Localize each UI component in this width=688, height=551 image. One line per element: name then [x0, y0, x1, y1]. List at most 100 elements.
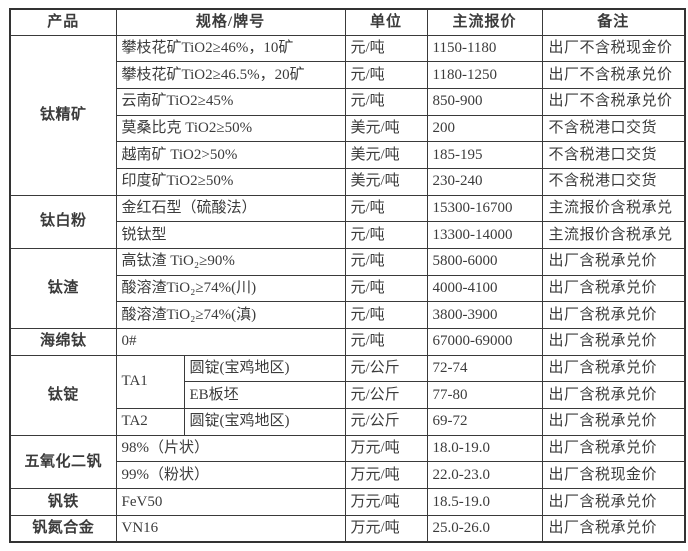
- price-cell: 18.0-19.0: [426, 434, 543, 463]
- spec-cell: 金红石型（硫酸法）: [115, 194, 346, 223]
- unit-cell: 元/吨: [344, 327, 428, 356]
- price-cell: 18.5-19.0: [426, 487, 543, 516]
- spec-cell: 越南矿 TiO2>50%: [115, 141, 346, 169]
- spec-cell: 印度矿TiO2≥50%: [115, 167, 346, 196]
- unit-cell: 元/公斤: [344, 381, 428, 409]
- spec-cell: VN16: [115, 514, 346, 543]
- product-cell: 五氧化二钒: [9, 434, 117, 489]
- note-cell: 出厂含税承兑价: [541, 301, 686, 329]
- spec-cell: 圆锭(宝鸡地区): [183, 407, 346, 436]
- price-table: 产品 规格/牌号 单位 主流报价 备注 钛精矿 攀枝花矿TiO2≥46%，10矿元…: [9, 8, 687, 543]
- price-cell: 1150-1180: [426, 34, 543, 63]
- price-cell: 230-240: [426, 167, 543, 196]
- note-cell: 出厂含税现金价: [541, 461, 686, 489]
- unit-cell: 元/吨: [344, 194, 428, 223]
- table-row: 钛白粉 金红石型（硫酸法） 元/吨 15300-16700 主流报价含税承兑: [9, 194, 686, 249]
- price-cell: 22.0-23.0: [426, 461, 543, 489]
- price-cell: 5800-6000: [426, 247, 543, 276]
- product-cell: 钒氮合金: [9, 514, 117, 543]
- note-cell: 主流报价含税承兑: [541, 194, 686, 223]
- table-row: 莫桑比克 TiO2≥50% 美元/吨 200 不含税港口交货: [10, 114, 686, 143]
- price-cell: 1180-1250: [426, 61, 543, 89]
- note-cell: 出厂含税承兑价: [541, 514, 686, 543]
- price-table-wrap: 产品 规格/牌号 单位 主流报价 备注 钛精矿 攀枝花矿TiO2≥46%，10矿元…: [9, 8, 687, 543]
- spec-cell: 高钛渣 TiO₂≥90%: [115, 247, 346, 276]
- price-table-body: 钛精矿 攀枝花矿TiO2≥46%，10矿 元/吨 1150-1180 出厂不含税现金价攀…: [9, 34, 686, 543]
- spec-cell: 圆锭(宝鸡地区): [183, 354, 346, 383]
- table-row: 酸溶渣TiO₂≥74%(川) 元/吨 4000-4100 出厂含税承兑价: [10, 274, 686, 303]
- price-cell: 13300-14000: [426, 221, 543, 249]
- table-row: 五氧化二钒 98%（片状） 万元/吨 18.0-19.0 出厂含税承兑价: [9, 434, 686, 489]
- table-row: 攀枝花矿TiO2≥46.5%，20矿 元/吨 1180-1250 出厂不含税承兑价: [10, 61, 686, 89]
- table-row: 海绵钛 0# 元/吨 67000-69000 出厂含税承兑价: [9, 327, 686, 356]
- unit-cell: 元/吨: [344, 301, 428, 329]
- unit-cell: 元/吨: [344, 247, 428, 276]
- unit-cell: 万元/吨: [344, 461, 428, 489]
- table-row: 钛渣 高钛渣 TiO₂≥90% 元/吨 5800-6000 出厂含税承兑价: [9, 247, 686, 329]
- unit-cell: 美元/吨: [344, 167, 428, 196]
- price-cell: 15300-16700: [426, 194, 543, 223]
- unit-cell: 元/吨: [344, 221, 428, 249]
- note-cell: 出厂含税承兑价: [541, 487, 686, 516]
- table-row: 钒铁 FeV50 万元/吨 18.5-19.0 出厂含税承兑价: [9, 487, 686, 516]
- product-cell: 钒铁: [9, 487, 117, 516]
- price-cell: 67000-69000: [426, 327, 543, 356]
- spec-cell: 99%（粉状）: [115, 461, 346, 489]
- col-header-spec: 规格/牌号: [115, 8, 346, 36]
- unit-cell: 万元/吨: [344, 434, 428, 463]
- table-row: 越南矿 TiO2>50% 美元/吨 185-195 不含税港口交货: [10, 141, 686, 169]
- note-cell: 出厂含税承兑价: [541, 247, 686, 276]
- note-cell: 不含税港口交货: [541, 141, 686, 169]
- spec-cell: 0#: [115, 327, 346, 356]
- unit-cell: 万元/吨: [344, 514, 428, 543]
- spec-cell: FeV50: [115, 487, 346, 516]
- note-cell: 出厂含税承兑价: [541, 407, 686, 436]
- unit-cell: 元/公斤: [344, 407, 428, 436]
- note-cell: 出厂不含税承兑价: [541, 61, 686, 89]
- grade-cell: TA1: [115, 354, 185, 409]
- product-cell: 钛精矿: [9, 34, 117, 196]
- note-cell: 出厂含税承兑价: [541, 274, 686, 303]
- unit-cell: 万元/吨: [344, 487, 428, 516]
- table-row: 钒氮合金 VN16 万元/吨 25.0-26.0 出厂含税承兑价: [9, 514, 686, 543]
- col-header-unit: 单位: [344, 8, 428, 36]
- price-cell: 850-900: [426, 87, 543, 116]
- spec-cell: 98%（片状）: [115, 434, 346, 463]
- price-cell: 185-195: [426, 141, 543, 169]
- price-cell: 200: [426, 114, 543, 143]
- table-row: 锐钛型 元/吨 13300-14000 主流报价含税承兑: [10, 221, 686, 249]
- unit-cell: 美元/吨: [344, 114, 428, 143]
- spec-cell: 锐钛型: [115, 221, 346, 249]
- spec-cell: EB板坯: [183, 381, 346, 409]
- table-row: TA2 圆锭(宝鸡地区) 元/公斤 69-72 出厂含税承兑价: [10, 407, 686, 436]
- table-row: 酸溶渣TiO₂≥74%(滇) 元/吨 3800-3900 出厂含税承兑价: [10, 301, 686, 329]
- note-cell: 出厂不含税承兑价: [541, 87, 686, 116]
- col-header-price: 主流报价: [426, 8, 543, 36]
- note-cell: 主流报价含税承兑: [541, 221, 686, 249]
- header-row: 产品 规格/牌号 单位 主流报价 备注: [9, 8, 686, 36]
- product-cell: 钛锭: [9, 354, 117, 436]
- spec-cell: 莫桑比克 TiO2≥50%: [115, 114, 346, 143]
- note-cell: 出厂含税承兑价: [541, 381, 686, 409]
- product-cell: 钛渣: [9, 247, 117, 329]
- unit-cell: 元/吨: [344, 274, 428, 303]
- spec-cell: 云南矿TiO2≥45%: [115, 87, 346, 116]
- note-cell: 不含税港口交货: [541, 167, 686, 196]
- table-row: 钛精矿 攀枝花矿TiO2≥46%，10矿 元/吨 1150-1180 出厂不含税现金价: [9, 34, 686, 196]
- table-header: 产品 规格/牌号 单位 主流报价 备注: [9, 8, 686, 36]
- unit-cell: 美元/吨: [344, 141, 428, 169]
- spec-cell: 攀枝花矿TiO2≥46.5%，20矿: [115, 61, 346, 89]
- spec-cell: 攀枝花矿TiO2≥46%，10矿: [115, 34, 346, 63]
- unit-cell: 元/公斤: [344, 354, 428, 383]
- col-header-note: 备注: [541, 8, 686, 36]
- note-cell: 出厂含税承兑价: [541, 434, 686, 463]
- price-cell: 72-74: [426, 354, 543, 383]
- price-cell: 77-80: [426, 381, 543, 409]
- col-header-product: 产品: [9, 8, 117, 36]
- table-row: 99%（粉状） 万元/吨 22.0-23.0 出厂含税现金价: [10, 461, 686, 489]
- price-cell: 69-72: [426, 407, 543, 436]
- grade-cell: TA2: [115, 407, 185, 436]
- note-cell: 出厂含税承兑价: [541, 327, 686, 356]
- unit-cell: 元/吨: [344, 61, 428, 89]
- table-row: 云南矿TiO2≥45% 元/吨 850-900 出厂不含税承兑价: [10, 87, 686, 116]
